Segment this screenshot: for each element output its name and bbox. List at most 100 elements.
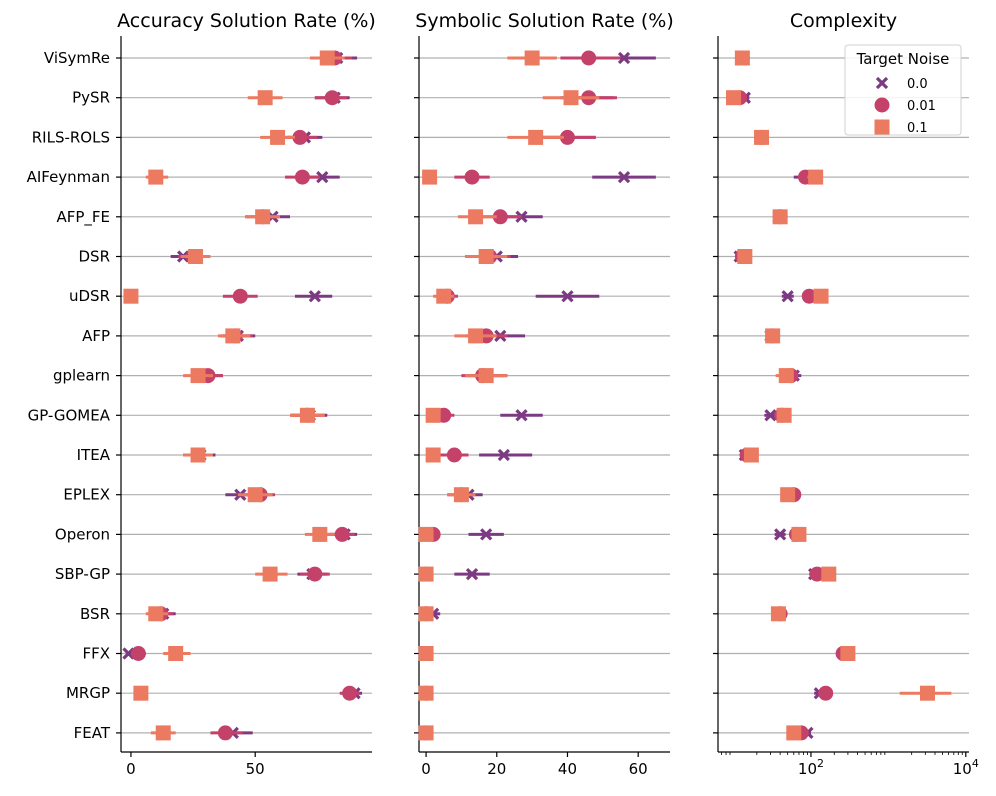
method-label-eplex: EPLEX bbox=[63, 486, 110, 504]
marker-operon-0-1 bbox=[312, 526, 328, 542]
x-tick-label: 50 bbox=[246, 760, 265, 778]
marker-afp-0-1 bbox=[468, 328, 484, 344]
marker-sbp-gp-0-1 bbox=[262, 566, 278, 582]
method-label-visymre: ViSymRe bbox=[44, 49, 110, 67]
method-label-sbp-gp: SBP-GP bbox=[55, 565, 110, 583]
marker-eplex-0-1 bbox=[247, 487, 263, 503]
marker-udsr-0-01 bbox=[232, 288, 248, 304]
marker-visymre-0-1 bbox=[734, 50, 750, 66]
marker-afp-fe-0-1 bbox=[468, 209, 484, 225]
marker-bsr-0-1 bbox=[148, 606, 164, 622]
marker-aifeynman-0-01 bbox=[464, 169, 480, 185]
marker-udsr-0-0 bbox=[561, 290, 574, 303]
marker-pysr-0-1 bbox=[726, 90, 742, 106]
marker-udsr-0-1 bbox=[436, 288, 452, 304]
marker-rils-rols-0-1 bbox=[754, 129, 770, 145]
marker-sbp-gp-0-01 bbox=[307, 566, 323, 582]
marker-afp-fe-0-1 bbox=[255, 209, 271, 225]
marker-gplearn-0-1 bbox=[778, 368, 794, 384]
marker-aifeynman-0-1 bbox=[808, 169, 824, 185]
method-label-itea: ITEA bbox=[77, 446, 111, 464]
method-label-afp: AFP bbox=[82, 327, 110, 345]
marker-feat-0-01 bbox=[217, 725, 233, 741]
marker-itea-0-0 bbox=[497, 448, 510, 462]
legend-marker-0-0 bbox=[875, 76, 889, 90]
marker-rils-rols-0-1 bbox=[270, 129, 286, 145]
panel-title: Complexity bbox=[790, 10, 897, 32]
marker-ffx-0-1 bbox=[840, 646, 856, 661]
marker-pysr-0-1 bbox=[563, 90, 579, 106]
marker-udsr-0-0 bbox=[308, 290, 321, 303]
x-tick-label: 40 bbox=[558, 760, 577, 778]
marker-bsr-0-1 bbox=[418, 606, 434, 622]
method-label-afp-fe: AFP_FE bbox=[56, 208, 110, 227]
legend: Target Noise 0.0 0.01 0.1 bbox=[844, 44, 962, 136]
method-label-aifeynman: AIFeynman bbox=[27, 168, 110, 186]
method-label-pysr: PySR bbox=[72, 89, 110, 107]
marker-operon-0-01 bbox=[334, 526, 350, 542]
marker-feat-0-1 bbox=[786, 725, 802, 741]
marker-itea-0-1 bbox=[743, 447, 759, 463]
marker-mrgp-0-1 bbox=[133, 685, 149, 701]
method-label-operon: Operon bbox=[55, 525, 110, 543]
marker-dsr-0-1 bbox=[737, 249, 753, 264]
marker-aifeynman-0-1 bbox=[422, 169, 438, 185]
marker-gplearn-0-1 bbox=[190, 368, 206, 384]
panel-title: Accuracy Solution Rate (%) bbox=[117, 10, 376, 32]
marker-visymre-0-0 bbox=[617, 51, 631, 65]
series-noise-0-1 bbox=[726, 50, 952, 741]
x-tick-label: 102 bbox=[798, 757, 824, 778]
method-label-ffx: FFX bbox=[82, 645, 110, 663]
marker-visymre-0-1 bbox=[319, 50, 335, 66]
marker-bsr-0-1 bbox=[770, 606, 786, 622]
marker-operon-0-0 bbox=[480, 528, 493, 541]
series-noise-0-1 bbox=[123, 50, 345, 741]
method-label-feat: FEAT bbox=[74, 724, 111, 742]
marker-aifeynman-0-0 bbox=[617, 170, 631, 184]
marker-sbp-gp-0-1 bbox=[821, 566, 837, 582]
marker-eplex-0-1 bbox=[453, 487, 469, 503]
marker-mrgp-0-1 bbox=[418, 685, 434, 701]
marker-rils-rols-0-01 bbox=[292, 129, 308, 145]
marker-rils-rols-0-1 bbox=[528, 129, 544, 145]
marker-sbp-gp-0-01 bbox=[809, 566, 825, 582]
series-noise-0-0 bbox=[419, 51, 656, 740]
series-noise-0-1 bbox=[418, 50, 600, 741]
marker-pysr-0-1 bbox=[257, 90, 273, 106]
marker-operon-0-1 bbox=[791, 526, 807, 542]
x-tick-label: 0 bbox=[421, 760, 431, 778]
marker-afp-fe-0-01 bbox=[492, 209, 508, 225]
marker-operon-0-0 bbox=[774, 528, 787, 541]
panel-complexity: Complexity 102 104 Target Noise 0.0 0.01 0.1 bbox=[713, 10, 979, 778]
method-label-bsr: BSR bbox=[80, 605, 110, 623]
marker-ffx-0-1 bbox=[418, 646, 434, 661]
marker-itea-0-1 bbox=[425, 447, 441, 463]
marker-aifeynman-0-1 bbox=[148, 169, 164, 185]
marker-gp-gomea-0-1 bbox=[776, 407, 792, 423]
marker-gp-gomea-0-1 bbox=[299, 407, 315, 423]
legend-title: Target Noise bbox=[856, 50, 950, 68]
method-label-dsr: DSR bbox=[79, 248, 111, 266]
marker-sbp-gp-0-1 bbox=[418, 566, 434, 582]
marker-afp-fe-0-1 bbox=[772, 209, 788, 225]
series-noise-0-01 bbox=[130, 50, 360, 741]
marker-udsr-0-01 bbox=[801, 288, 817, 304]
marker-itea-0-01 bbox=[446, 447, 462, 463]
marker-ffx-0-1 bbox=[168, 646, 184, 661]
marker-udsr-0-0 bbox=[781, 290, 794, 303]
series-noise-0-0 bbox=[122, 51, 363, 740]
panel-symbolic-solution-rate: Symbolic Solution Rate (%) 0 20 40 60 bbox=[414, 10, 674, 778]
marker-mrgp-0-01 bbox=[342, 685, 358, 701]
marker-feat-0-1 bbox=[418, 725, 434, 741]
legend-marker-0-1 bbox=[874, 119, 890, 135]
marker-visymre-0-01 bbox=[581, 50, 597, 66]
marker-aifeynman-0-01 bbox=[294, 169, 310, 185]
method-label-mrgp: MRGP bbox=[66, 684, 110, 702]
legend-label-0-01: 0.01 bbox=[907, 99, 936, 114]
marker-gp-gomea-0-0 bbox=[515, 409, 528, 422]
marker-rils-rols-0-01 bbox=[559, 129, 575, 145]
marker-dsr-0-1 bbox=[478, 249, 494, 264]
panel-title: Symbolic Solution Rate (%) bbox=[415, 10, 673, 32]
marker-afp-0-1 bbox=[765, 328, 781, 344]
marker-mrgp-0-1 bbox=[919, 685, 935, 701]
